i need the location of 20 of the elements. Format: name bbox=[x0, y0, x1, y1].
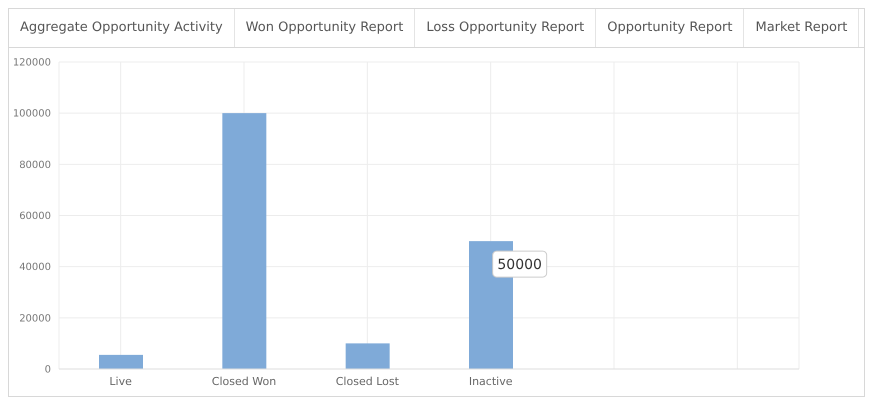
x-tick-label: Live bbox=[109, 374, 132, 388]
bar bbox=[222, 113, 266, 369]
bar bbox=[346, 343, 390, 369]
y-tick-label: 0 bbox=[44, 364, 51, 376]
x-tick-label: Inactive bbox=[468, 374, 513, 388]
x-tick-label: Closed Won bbox=[212, 374, 276, 388]
text: Loss Opportunity Report bbox=[415, 9, 596, 47]
y-tick-label: 100000 bbox=[12, 108, 51, 120]
x-tick-label: Closed Lost bbox=[336, 374, 400, 388]
annotation: 50000 bbox=[497, 257, 542, 274]
text: Won Opportunity Report bbox=[234, 9, 416, 47]
text: Aggregate Opportunity Activity bbox=[9, 9, 235, 47]
y-tick-label: 20000 bbox=[19, 313, 51, 324]
y-tick-label: 120000 bbox=[12, 58, 51, 69]
y-tick-label: 60000 bbox=[19, 211, 51, 222]
bar bbox=[99, 354, 143, 369]
y-tick-label: 80000 bbox=[19, 160, 51, 171]
text: Market Report bbox=[744, 9, 860, 47]
text: Opportunity Report bbox=[596, 9, 744, 47]
y-tick-label: 40000 bbox=[19, 262, 51, 274]
